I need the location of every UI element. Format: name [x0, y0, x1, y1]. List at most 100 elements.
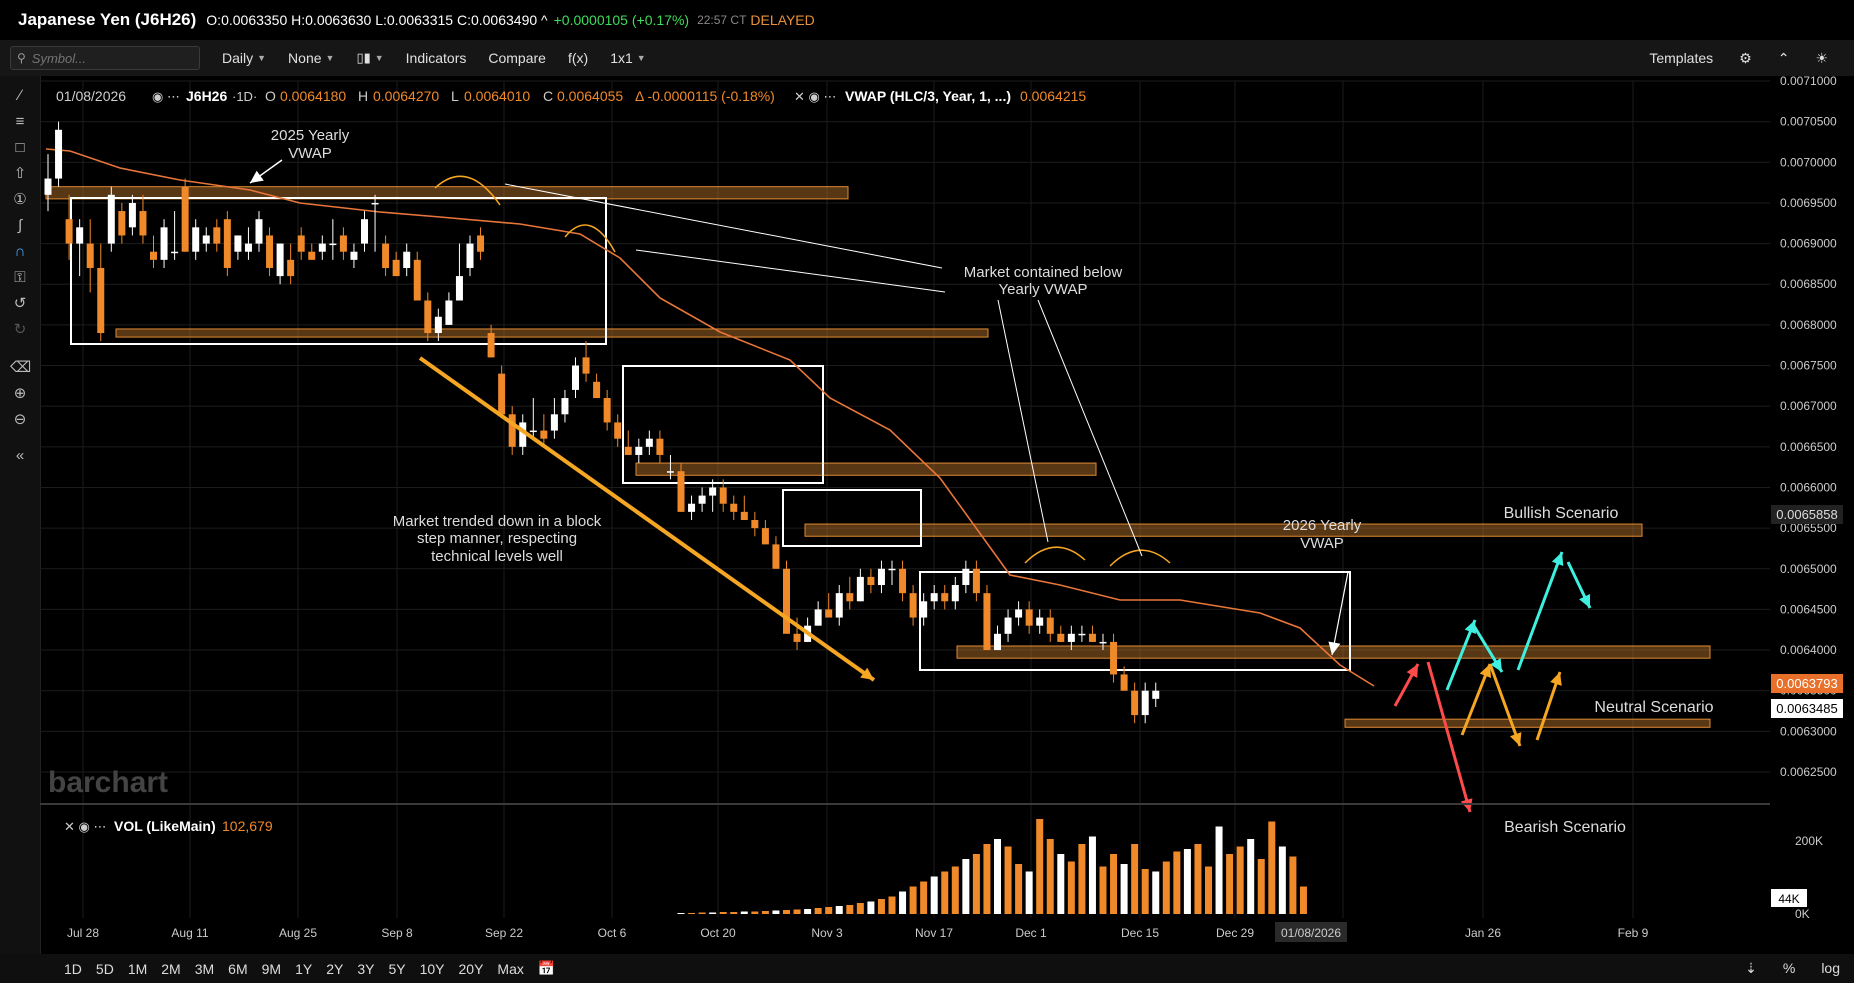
- price-tick: 0.0069500: [1780, 196, 1837, 210]
- gear-icon[interactable]: ⚙: [1739, 49, 1752, 66]
- range-10y[interactable]: 10Y: [419, 960, 445, 977]
- vwap-arc: [1024, 546, 1086, 564]
- candle-body: [677, 471, 685, 512]
- legend-delta: Δ -0.0000115 (-0.18%): [635, 88, 775, 104]
- magnet-icon[interactable]: ∩: [14, 243, 26, 260]
- candle-body: [582, 357, 590, 374]
- collapse-icon[interactable]: ⌃: [1777, 49, 1790, 66]
- range-2m[interactable]: 2M: [161, 960, 181, 977]
- range-2y[interactable]: 2Y: [326, 960, 344, 977]
- templates-button[interactable]: Templates: [1649, 50, 1713, 66]
- trash-icon[interactable]: ⌫: [10, 359, 32, 376]
- volume-bar: [719, 912, 727, 914]
- compare-button[interactable]: Compare: [488, 50, 546, 66]
- redo-icon[interactable]: ↻: [13, 321, 27, 338]
- candle-body: [1110, 641, 1118, 675]
- barchart-watermark: barchart: [48, 766, 168, 799]
- legend-close: 0.0064055: [557, 88, 623, 104]
- volume-bar: [846, 905, 854, 914]
- candle-body: [740, 511, 748, 520]
- range-max[interactable]: Max: [497, 960, 524, 977]
- scenario-arrows: [1393, 551, 1592, 813]
- range-5d[interactable]: 5D: [95, 960, 114, 977]
- volume-bar: [804, 909, 812, 914]
- overlay-select[interactable]: None ▼: [288, 50, 334, 66]
- symbol-search[interactable]: ⚲: [10, 46, 200, 70]
- range-6m[interactable]: 6M: [228, 960, 248, 977]
- quote-time: 22:57 CT: [697, 13, 747, 27]
- fx-button[interactable]: f(x): [568, 50, 588, 66]
- candle-body: [1004, 617, 1012, 634]
- indicators-button[interactable]: Indicators: [406, 50, 467, 66]
- candle-body: [318, 243, 326, 252]
- volume-bar: [1278, 846, 1286, 914]
- price-tick: 0.0064500: [1780, 602, 1837, 616]
- candle-body: [171, 251, 179, 254]
- undo-icon[interactable]: ↺: [13, 295, 27, 312]
- zone-rect: [804, 523, 1643, 537]
- candle-body: [1078, 633, 1086, 636]
- candle-body: [86, 243, 94, 268]
- zoom-in-icon[interactable]: ⊕: [13, 385, 27, 402]
- candle-body: [128, 202, 136, 228]
- range-3m[interactable]: 3M: [194, 960, 215, 977]
- price-tick: 0.0068000: [1780, 318, 1837, 332]
- volume-bar: [1099, 866, 1107, 914]
- range-1y[interactable]: 1Y: [295, 960, 313, 977]
- range-5y[interactable]: 5Y: [388, 960, 406, 977]
- fibonacci-icon[interactable]: ≡: [15, 113, 25, 130]
- rectangle-icon[interactable]: □: [15, 139, 25, 156]
- price-tick: 0.0071000: [1780, 74, 1837, 88]
- candle-body: [139, 211, 147, 236]
- price-tick: 0.0063000: [1780, 724, 1837, 738]
- arrow-head: [1550, 672, 1562, 686]
- percent-toggle[interactable]: %: [1782, 960, 1796, 976]
- scale-toggles: ⇣ % log: [1745, 960, 1840, 977]
- layout-select[interactable]: 1x1 ▼: [610, 50, 646, 66]
- theme-icon[interactable]: ☀: [1815, 49, 1828, 66]
- symbol-input[interactable]: [29, 49, 184, 67]
- trendline-icon[interactable]: ∕: [18, 87, 22, 104]
- range-3y[interactable]: 3Y: [357, 960, 375, 977]
- collapse-sidebar-icon[interactable]: «: [15, 447, 25, 464]
- range-1m[interactable]: 1M: [127, 960, 148, 977]
- candle-body: [413, 259, 421, 301]
- volume-bar: [730, 912, 738, 914]
- range-1d[interactable]: 1D: [64, 960, 82, 977]
- close-icon[interactable]: ✕ ◉ ⋯: [794, 89, 836, 104]
- range-9m[interactable]: 9M: [261, 960, 282, 977]
- price-tick: 0.0070500: [1780, 115, 1837, 129]
- candle-body: [899, 568, 907, 594]
- volume-bar: [962, 859, 970, 914]
- shapes-icon[interactable]: ⇧: [13, 165, 27, 182]
- measure-icon[interactable]: ∫: [17, 217, 23, 234]
- eye-icon[interactable]: ◉ ⋯: [152, 89, 180, 104]
- overlay-label: None: [288, 50, 322, 66]
- vwap-legend-label: VWAP (HLC/3, Year, 1, ...): [845, 88, 1011, 104]
- annotation-icon[interactable]: ①: [13, 191, 27, 208]
- volume-bar: [1141, 869, 1149, 914]
- time-tick: Aug 25: [279, 926, 317, 940]
- log-toggle[interactable]: log: [1821, 960, 1840, 976]
- interval-select[interactable]: Daily ▼: [222, 50, 266, 66]
- close-icon[interactable]: ✕ ◉ ⋯: [64, 819, 106, 834]
- candle-body: [466, 243, 474, 268]
- zone-rect: [115, 328, 989, 338]
- volume-bar: [1067, 861, 1075, 914]
- volume-bar: [1131, 844, 1139, 914]
- candle-body: [877, 568, 885, 586]
- lock-icon[interactable]: ⚿: [14, 269, 26, 286]
- arrow-head: [1579, 594, 1591, 608]
- chevron-down-icon: ▼: [325, 53, 335, 63]
- vwap-current-label: 0.0063793: [1776, 676, 1837, 691]
- expand-down-icon[interactable]: ⇣: [1745, 960, 1757, 976]
- zoom-out-icon[interactable]: ⊖: [13, 411, 27, 428]
- time-tick: Jan 26: [1465, 926, 1501, 940]
- candle-body: [951, 585, 959, 602]
- range-20y[interactable]: 20Y: [458, 960, 484, 977]
- candle-body: [920, 601, 928, 618]
- calendar-icon[interactable]: 📅: [537, 960, 556, 976]
- arrow-shaft: [418, 356, 876, 682]
- chart-style-select[interactable]: ▯▮ ▼: [356, 50, 383, 66]
